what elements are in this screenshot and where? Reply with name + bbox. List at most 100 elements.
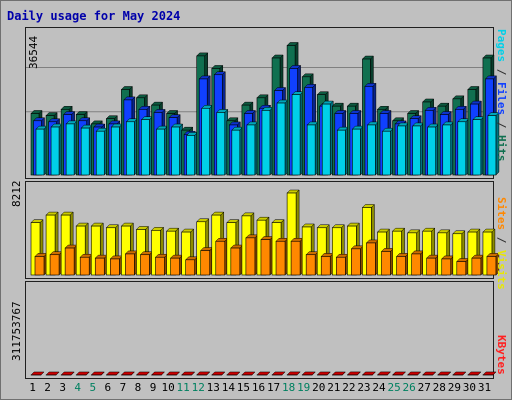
sites-bar-day-30 (471, 254, 485, 276)
panel-hits-files-pages (25, 27, 500, 179)
x-tick-day-4: 4 (74, 381, 82, 394)
kbytes-bar-day-5 (90, 371, 105, 376)
kbytes-bar-day-31 (482, 371, 497, 376)
ymax-label-hits: 36544 (27, 35, 40, 69)
pages-bar-day-7 (125, 118, 138, 176)
ymax-label-visits: 8212 (10, 180, 23, 208)
x-tick-day-21: 21 (327, 381, 341, 394)
panel-visits-sites (25, 181, 500, 279)
pages-bar-day-14 (231, 126, 244, 176)
x-tick-day-26: 26 (402, 381, 416, 394)
sites-bar-day-26 (411, 250, 425, 276)
legend-part-0-2: Files (495, 82, 508, 116)
kbytes-bar-day-8 (135, 371, 151, 376)
x-tick-day-11: 11 (176, 381, 190, 394)
pages-bar-day-11 (186, 131, 199, 176)
sites-bar-day-19 (305, 251, 319, 276)
sites-bar-day-16 (260, 235, 274, 276)
sites-bar-day-17 (275, 237, 289, 276)
kbytes-bar-day-19 (301, 371, 316, 376)
x-tick-day-30: 30 (462, 381, 477, 394)
sites-bar-day-2 (49, 251, 63, 276)
pages-bar-day-21 (336, 126, 349, 176)
kbytes-bar-day-22 (346, 371, 361, 376)
chart-title: Daily usage for May 2024 (7, 9, 181, 23)
x-tick-day-5: 5 (89, 381, 97, 394)
x-tick-day-14: 14 (221, 381, 235, 394)
x-tick-day-17: 17 (266, 381, 281, 394)
kbytes-bar-day-15 (241, 371, 256, 376)
x-tick-day-12: 12 (191, 381, 205, 394)
pages-bar-day-2 (50, 123, 63, 176)
pages-bar-day-20 (321, 100, 334, 176)
x-tick-day-25: 25 (387, 381, 401, 394)
x-tick-day-6: 6 (104, 381, 112, 394)
x-tick-day-29: 29 (447, 381, 461, 394)
sites-bar-day-1 (34, 252, 48, 276)
kbytes-bar-day-12 (196, 371, 211, 376)
sites-bar-day-4 (79, 253, 93, 276)
pages-bar-day-4 (80, 124, 93, 176)
x-tick-day-2: 2 (44, 381, 51, 394)
kbytes-bar-day-27 (422, 371, 437, 376)
x-tick-day-18: 18 (282, 381, 296, 394)
sites-bar-day-5 (94, 254, 108, 276)
x-tick-day-8: 8 (134, 381, 142, 394)
kbytes-bar-day-26 (407, 371, 422, 376)
sites-bar-day-27 (426, 254, 440, 276)
legend-part-0-1: / (495, 62, 508, 82)
legend-part-1-1: / (495, 230, 508, 250)
pages-bar-day-16 (261, 106, 274, 176)
sites-bar-day-11 (185, 256, 199, 276)
kbytes-bar-day-18 (286, 371, 301, 376)
kbytes-bar-day-6 (105, 371, 120, 376)
kbytes-bar-day-4 (75, 371, 90, 376)
pages-bar-day-6 (110, 123, 123, 176)
kbytes-bar-day-30 (467, 371, 482, 376)
sites-bar-day-22 (350, 245, 364, 276)
pages-bar-day-29 (457, 118, 470, 176)
x-tick-day-27: 27 (417, 381, 431, 394)
panel-2-svg (30, 371, 497, 376)
panel-kbytes (25, 281, 497, 379)
kbytes-bar-day-20 (316, 371, 331, 376)
x-tick-day-10: 10 (161, 381, 175, 394)
kbytes-bar-day-2 (45, 371, 60, 376)
pages-bar-day-9 (155, 125, 169, 176)
x-tick-day-15: 15 (236, 381, 251, 394)
sites-bar-day-6 (109, 255, 123, 276)
kbytes-bar-day-11 (181, 371, 196, 376)
pages-bar-day-30 (472, 116, 485, 176)
pages-bar-day-18 (291, 91, 304, 176)
x-tick-day-7: 7 (119, 381, 127, 394)
x-tick-day-28: 28 (432, 381, 446, 394)
pages-bar-day-26 (412, 122, 425, 176)
kbytes-bar-day-23 (361, 371, 377, 376)
pages-bar-day-8 (140, 116, 154, 176)
x-tick-day-1: 1 (29, 381, 36, 394)
legend-part-0-4: Hits (495, 135, 508, 162)
pages-bar-day-3 (65, 120, 78, 176)
sites-bar-day-9 (154, 253, 169, 276)
legend-part-0-3: / (495, 115, 508, 135)
legend-part-2-0: KBytes (495, 335, 508, 375)
kbytes-bar-day-7 (120, 371, 135, 376)
sites-bar-day-14 (230, 244, 244, 276)
pages-bar-day-24 (381, 127, 395, 176)
legend-part-1-2: Visits (495, 250, 508, 290)
pages-bar-day-17 (276, 99, 289, 176)
sites-bar-day-8 (139, 251, 154, 276)
kbytes-bar-day-29 (452, 371, 467, 376)
sites-bar-day-12 (200, 246, 214, 276)
sites-bar-day-18 (290, 237, 304, 276)
kbytes-bar-day-10 (165, 371, 181, 376)
x-tick-day-20: 20 (312, 381, 326, 394)
pages-bar-day-28 (442, 121, 455, 176)
kbytes-bar-day-1 (30, 371, 45, 376)
sites-bar-day-15 (245, 234, 259, 276)
panel-0-svg (26, 41, 500, 176)
kbytes-bar-day-17 (271, 371, 286, 376)
sites-bar-day-25 (395, 252, 410, 276)
kbytes-bar-day-25 (391, 371, 407, 376)
